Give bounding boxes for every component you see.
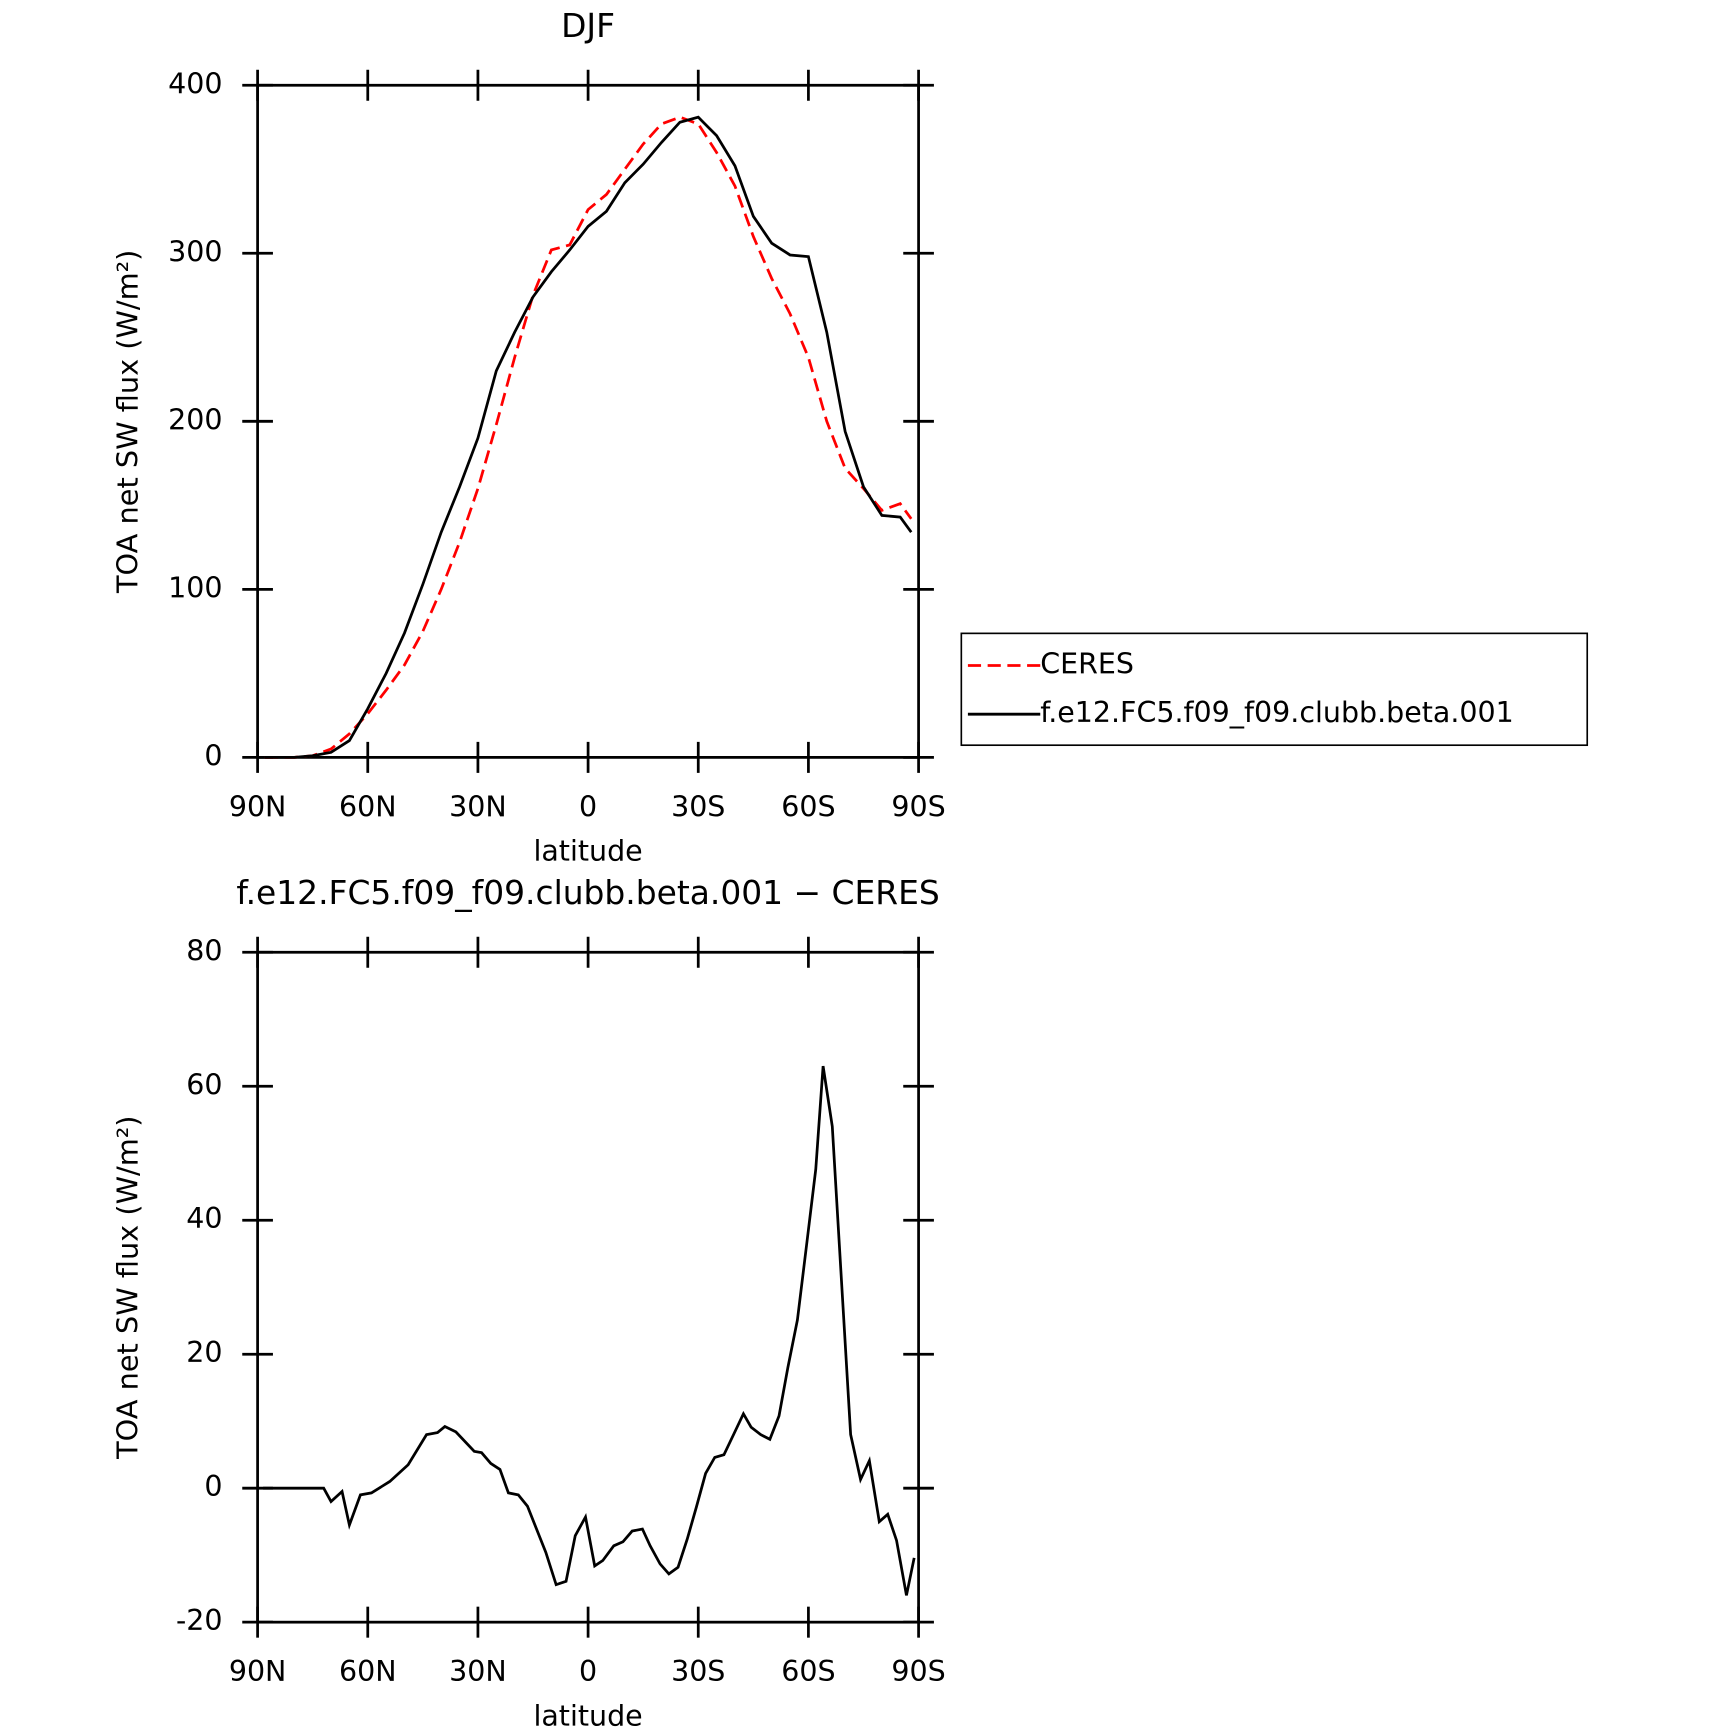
x-axis-label: latitude <box>533 1698 642 1732</box>
x-tick-label: 90S <box>891 1654 945 1688</box>
x-tick-label: 60N <box>339 789 397 823</box>
plot-frame <box>256 83 920 759</box>
x-axis-label: latitude <box>533 834 642 868</box>
y-tick-label: 100 <box>168 570 222 604</box>
y-axis-label: TOA net SW flux (W/m²) <box>110 1116 144 1460</box>
chart-title: DJF <box>561 6 615 45</box>
y-tick-label: 0 <box>204 1469 222 1503</box>
legend-label: f.e12.FC5.f09_f09.clubb.beta.001 <box>1040 695 1514 729</box>
x-tick-label: 60S <box>781 1654 835 1688</box>
y-tick-label: 20 <box>186 1335 222 1369</box>
y-tick-label: 400 <box>168 66 222 100</box>
x-tick-label: 60S <box>781 789 835 823</box>
y-tick-label: 60 <box>186 1067 222 1101</box>
x-tick-label: 90N <box>229 1654 287 1688</box>
y-tick-label: 300 <box>168 234 222 268</box>
x-tick-label: 30S <box>671 789 725 823</box>
y-tick-label: 40 <box>186 1201 222 1235</box>
chart-title: f.e12.FC5.f09_f09.clubb.beta.001 − CERES <box>236 873 939 912</box>
series-line <box>264 115 913 759</box>
x-tick-label: 0 <box>579 789 597 823</box>
plot-frame <box>256 950 920 1624</box>
x-tick-label: 30N <box>449 1654 507 1688</box>
x-tick-label: 90S <box>891 789 945 823</box>
series-line <box>264 115 913 759</box>
x-tick-label: 30N <box>449 789 507 823</box>
x-tick-label: 0 <box>579 1654 597 1688</box>
x-tick-label: 90N <box>229 789 287 823</box>
x-tick-label: 60N <box>339 1654 397 1688</box>
x-tick-label: 30S <box>671 1654 725 1688</box>
y-axis-label: TOA net SW flux (W/m²) <box>110 250 144 594</box>
y-tick-label: 200 <box>168 402 222 436</box>
legend-label: CERES <box>1040 646 1134 680</box>
y-tick-label: -20 <box>176 1603 223 1637</box>
y-tick-label: 0 <box>204 738 222 772</box>
y-tick-label: 80 <box>186 933 222 967</box>
series-line <box>263 1065 916 1596</box>
legend-box <box>960 632 1589 747</box>
